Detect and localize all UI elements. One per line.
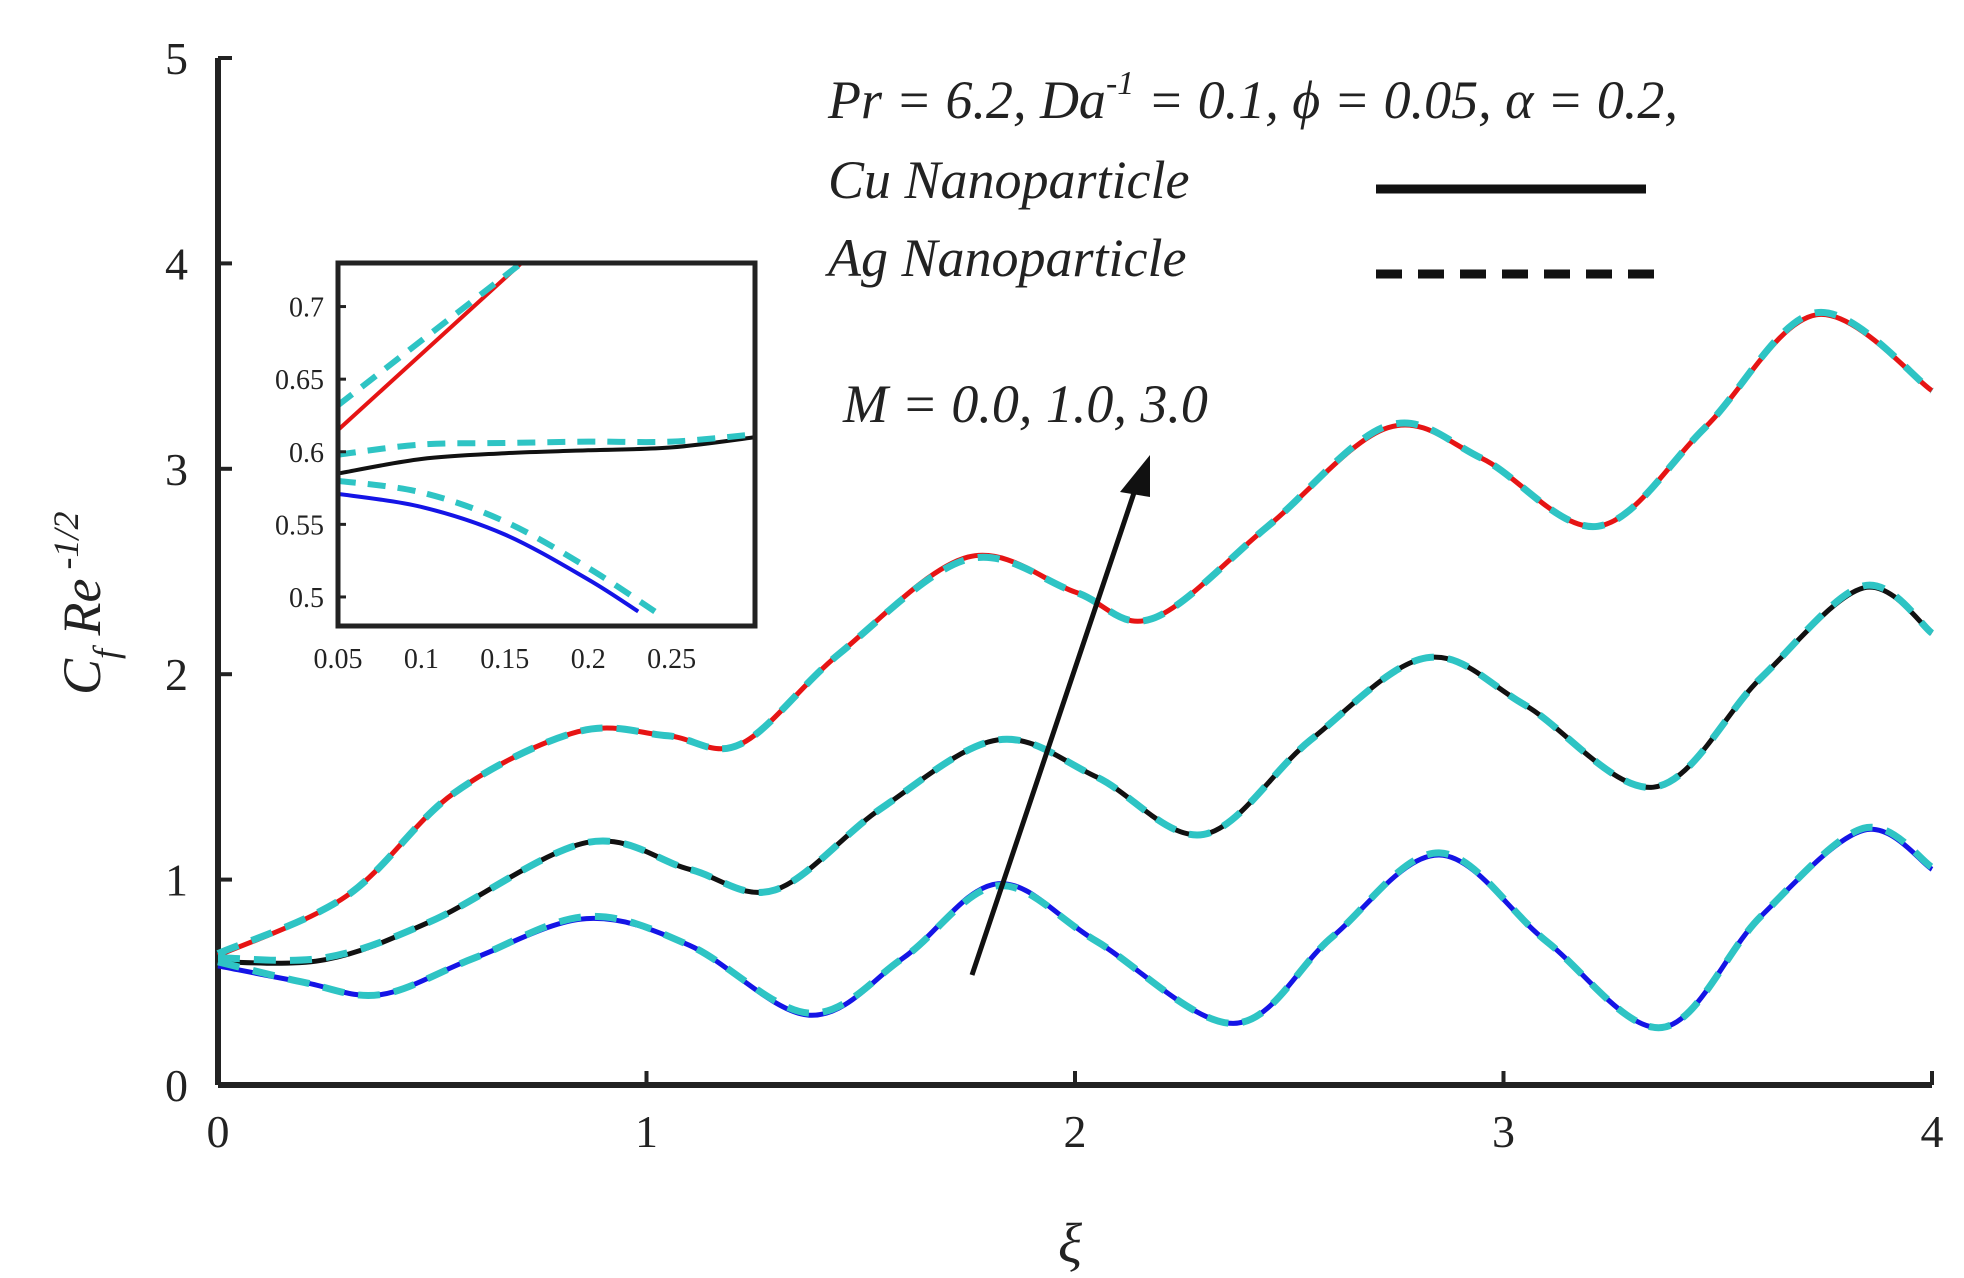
arrow-label: M = 0.0, 1.0, 3.0 xyxy=(842,374,1208,434)
legend-label-cu: Cu Nanoparticle xyxy=(828,150,1190,210)
inset-y-tick-label: 0.65 xyxy=(275,365,324,396)
inset-x-tick-label: 0.15 xyxy=(480,644,529,675)
inset-y-tick-label: 0.7 xyxy=(289,293,324,324)
x-tick-label: 2 xyxy=(1064,1106,1087,1157)
increase-arrow xyxy=(969,455,1150,976)
series-layer xyxy=(216,309,1935,1032)
y-ticks: 0 1 2 3 4 5 xyxy=(165,33,232,1111)
inset-x-tick-label: 0.2 xyxy=(571,644,606,675)
legend-label-ag: Ag Nanoparticle xyxy=(825,228,1186,288)
inset-plot: 0.05 0.1 0.15 0.2 0.25 0.5 0.55 0.6 0.65 0.7 xyxy=(275,260,758,675)
x-axis-label: ξ xyxy=(1058,1213,1082,1275)
y-tick-label: 5 xyxy=(165,33,188,84)
legend: Cu Nanoparticle Ag Nanoparticle xyxy=(825,150,1660,288)
inset-series-line-m-1-0-ag- xyxy=(338,431,755,458)
inset-x-ticks: 0.05 0.1 0.15 0.2 0.25 xyxy=(314,644,697,675)
inset-x-tick-label: 0.1 xyxy=(404,644,439,675)
inset-x-tick-label: 0.05 xyxy=(314,644,363,675)
y-axis-label: Cf Re -1/2 xyxy=(46,512,126,696)
series-line-m-1-0-ag- xyxy=(217,581,1935,964)
inset-frame xyxy=(335,260,758,629)
y-tick-label: 1 xyxy=(165,855,188,906)
x-tick-label: 0 xyxy=(207,1106,230,1157)
inset-series-line-m-3-0-ag- xyxy=(338,263,524,408)
series-line-m-0-0-ag- xyxy=(217,823,1935,1032)
y-tick-label: 4 xyxy=(165,238,188,289)
x-tick-label: 3 xyxy=(1492,1106,1515,1157)
inset-series-line-m-1-0-cu- xyxy=(338,435,755,476)
inset-y-tick-label: 0.6 xyxy=(289,438,324,469)
inset-series-layer xyxy=(338,263,755,615)
y-tick-label: 2 xyxy=(165,649,188,700)
inset-y-tick-label: 0.5 xyxy=(289,583,324,614)
x-tick-label: 1 xyxy=(635,1106,658,1157)
main-axes: 0 1 2 3 4 0 1 2 3 4 5 xyxy=(165,33,1944,1157)
inset-x-tick-label: 0.25 xyxy=(647,644,696,675)
series-line-m-3-0-ag- xyxy=(216,309,1935,957)
y-tick-label: 3 xyxy=(165,444,188,495)
inset-series-line-m-0-0-cu- xyxy=(338,491,640,614)
x-tick-label: 4 xyxy=(1921,1106,1944,1157)
inset-y-ticks: 0.5 0.55 0.6 0.65 0.7 xyxy=(275,293,346,614)
x-ticks: 0 1 2 3 4 xyxy=(207,1071,1944,1157)
y-tick-label: 0 xyxy=(165,1060,188,1111)
inset-y-tick-label: 0.55 xyxy=(275,510,324,541)
parameter-text: Pr = 6.2, Da-1 = 0.1, ϕ = 0.05, α = 0.2, xyxy=(827,65,1678,130)
